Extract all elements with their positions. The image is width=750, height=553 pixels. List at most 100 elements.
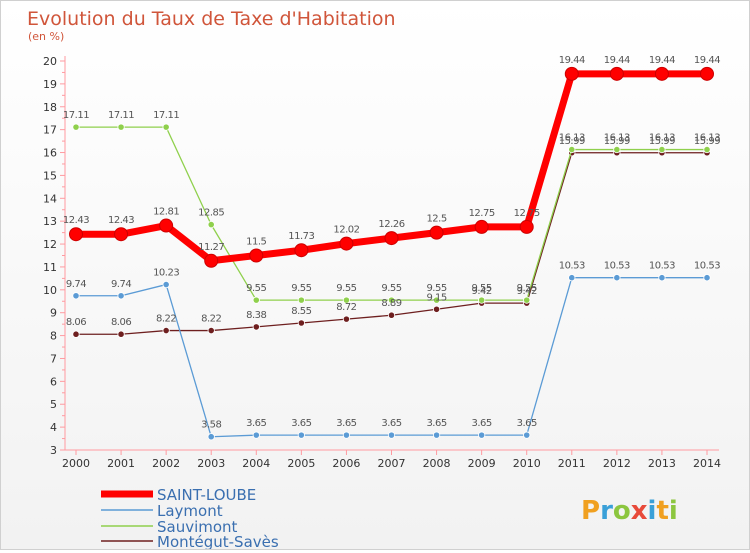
x-tick-label: 2001	[107, 457, 135, 470]
data-point	[294, 243, 309, 258]
data-point	[117, 292, 125, 300]
data-point	[72, 292, 80, 300]
y-tick-label: 7	[50, 352, 57, 365]
y-tick-label: 10	[43, 284, 57, 297]
data-label: 9.55	[426, 283, 446, 294]
data-label: 17.11	[63, 110, 89, 121]
data-label: 17.11	[108, 110, 134, 121]
data-label: 3.65	[381, 418, 401, 429]
data-label: 8.06	[66, 317, 86, 328]
x-tick-label: 2006	[332, 457, 360, 470]
data-point	[613, 274, 621, 282]
data-point	[429, 225, 444, 240]
legend-label: Montégut-Savès	[157, 533, 279, 549]
chart-title: Evolution du Taux de Taxe d'Habitation	[27, 8, 396, 30]
data-label: 9.15	[426, 292, 446, 303]
data-point	[387, 431, 396, 439]
data-label: 3.65	[472, 418, 492, 429]
data-label: 12.26	[378, 219, 404, 230]
series-2	[72, 123, 711, 304]
series-layer	[69, 66, 714, 441]
data-label: 19.44	[559, 55, 585, 66]
data-point	[568, 145, 576, 154]
data-point	[700, 66, 714, 81]
y-tick-label: 13	[43, 215, 57, 228]
data-label: 9.55	[246, 283, 266, 294]
data-point	[117, 330, 125, 338]
data-label: 8.06	[111, 317, 131, 328]
data-point	[342, 315, 351, 323]
data-label: 10.53	[604, 261, 630, 272]
data-label: 10.53	[649, 261, 675, 272]
x-tick-label: 2011	[558, 457, 586, 470]
x-tick-label: 2002	[152, 457, 180, 470]
data-point	[252, 296, 260, 304]
data-label: 9.55	[336, 283, 356, 294]
series-1	[72, 274, 711, 441]
data-point	[204, 253, 219, 268]
data-label: 11.27	[198, 242, 224, 253]
data-label: 11.73	[288, 231, 314, 242]
series-0	[69, 66, 714, 268]
x-tick-label: 2003	[197, 457, 225, 470]
data-point	[384, 231, 399, 246]
data-point	[207, 326, 215, 335]
data-label: 9.74	[111, 279, 131, 290]
data-label: 12.5	[426, 214, 446, 225]
data-point	[523, 296, 531, 304]
data-label: 8.22	[201, 314, 221, 325]
x-tick-label: 2012	[603, 457, 631, 470]
data-point	[519, 219, 534, 234]
data-point	[703, 145, 711, 154]
data-point	[387, 311, 396, 319]
proxiti-logo: Proxiti	[581, 496, 678, 526]
data-point	[658, 145, 666, 154]
data-label: 9.42	[472, 286, 492, 297]
data-point	[252, 431, 260, 439]
data-point	[342, 431, 351, 439]
data-label: 8.22	[156, 314, 176, 325]
data-label: 8.72	[336, 302, 356, 313]
data-label: 3.65	[426, 418, 446, 429]
data-label: 12.02	[333, 225, 359, 236]
data-point	[564, 66, 579, 81]
data-point	[478, 296, 486, 304]
data-label: 15.99	[649, 136, 675, 147]
data-point	[72, 330, 80, 338]
legend-label: Laymont	[157, 502, 223, 520]
data-label: 15.99	[559, 136, 585, 147]
data-point	[523, 431, 531, 439]
legend: SAINT-LOUBELaymontSauvimontMontégut-Savè…	[101, 486, 279, 551]
data-point	[297, 319, 305, 327]
logo-text: Proxiti	[581, 496, 678, 526]
y-tick-label: 15	[43, 169, 57, 182]
data-point	[297, 431, 305, 439]
data-point	[114, 227, 129, 242]
data-label: 12.75	[469, 208, 495, 219]
data-label: 3.65	[291, 418, 311, 429]
data-label: 8.55	[291, 306, 311, 317]
chart-subtitle: (en %)	[28, 30, 64, 43]
data-label: 10.53	[694, 261, 720, 272]
data-point	[474, 219, 489, 234]
x-tick-label: 2009	[468, 457, 496, 470]
data-label: 10.53	[559, 261, 585, 272]
data-label: 15.99	[604, 136, 630, 147]
x-tick-label: 2000	[62, 457, 90, 470]
data-label: 16.13	[559, 133, 585, 144]
data-point	[249, 248, 264, 263]
y-tick-label: 8	[50, 330, 57, 343]
y-tick-label: 19	[43, 78, 57, 91]
data-label: 19.44	[604, 55, 630, 66]
data-label: 19.44	[694, 55, 720, 66]
y-tick-label: 11	[43, 261, 57, 274]
y-tick-label: 18	[43, 101, 57, 114]
data-label: 12.43	[63, 215, 89, 226]
data-label: 3.65	[336, 418, 356, 429]
data-point	[162, 326, 170, 335]
data-point	[432, 305, 441, 313]
data-point	[162, 123, 170, 131]
data-label: 12.75	[514, 208, 540, 219]
